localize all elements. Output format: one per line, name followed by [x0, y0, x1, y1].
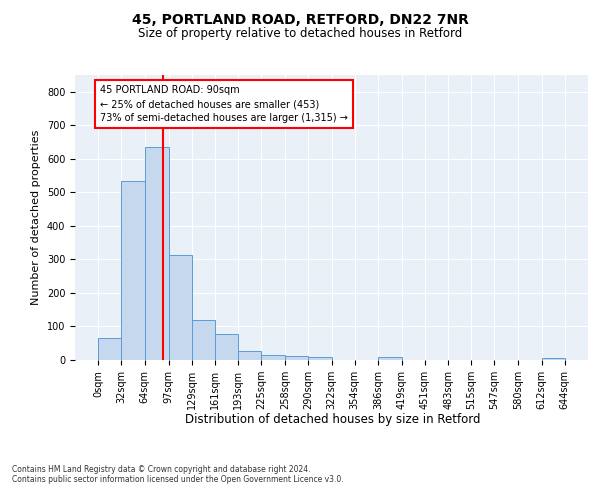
Bar — [192, 320, 215, 360]
Y-axis label: Number of detached properties: Number of detached properties — [31, 130, 41, 305]
Bar — [238, 350, 261, 360]
Bar — [145, 147, 169, 360]
Bar — [542, 358, 565, 360]
Bar — [98, 338, 121, 360]
Text: Contains HM Land Registry data © Crown copyright and database right 2024.
Contai: Contains HM Land Registry data © Crown c… — [12, 465, 344, 484]
Text: 45 PORTLAND ROAD: 90sqm
← 25% of detached houses are smaller (453)
73% of semi-d: 45 PORTLAND ROAD: 90sqm ← 25% of detache… — [100, 85, 347, 123]
Bar — [261, 355, 285, 360]
Bar — [169, 256, 192, 360]
Bar — [308, 356, 331, 360]
Text: Size of property relative to detached houses in Retford: Size of property relative to detached ho… — [138, 28, 462, 40]
Bar — [378, 356, 402, 360]
Bar — [285, 356, 308, 360]
Text: Distribution of detached houses by size in Retford: Distribution of detached houses by size … — [185, 412, 481, 426]
Bar — [215, 334, 238, 360]
Text: 45, PORTLAND ROAD, RETFORD, DN22 7NR: 45, PORTLAND ROAD, RETFORD, DN22 7NR — [131, 12, 469, 26]
Bar — [121, 182, 145, 360]
